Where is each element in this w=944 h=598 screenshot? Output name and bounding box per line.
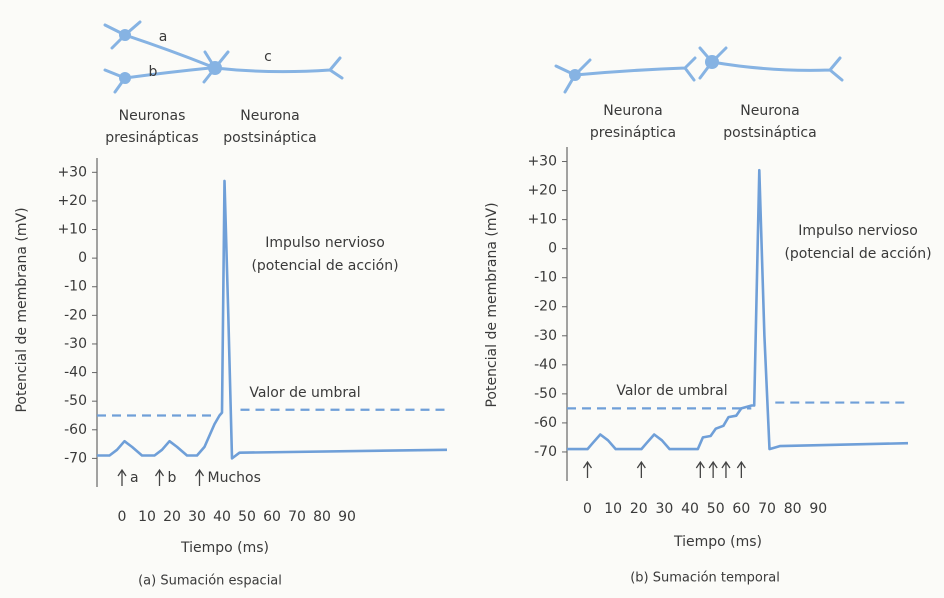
stimulus-label: a xyxy=(130,470,139,486)
neuron-art-a xyxy=(105,22,342,92)
y-tick-label: -70 xyxy=(534,444,557,460)
presynaptic-label: Neuronas xyxy=(119,108,186,124)
potential-line xyxy=(567,170,908,449)
y-tick-label: 0 xyxy=(78,250,87,266)
y-axis-label: Potencial de membrana (mV) xyxy=(484,202,500,407)
threshold-label: Valor de umbral xyxy=(249,385,360,401)
x-tick-label: 0 xyxy=(583,501,592,517)
y-tick-label: -50 xyxy=(534,386,557,402)
neuron-letter: b xyxy=(149,64,158,80)
neuron-letter: a xyxy=(159,29,168,45)
potential-line xyxy=(97,181,447,459)
y-tick-label: -20 xyxy=(534,299,557,315)
y-tick-label: -40 xyxy=(64,365,87,381)
annotation: (potencial de acción) xyxy=(784,246,931,262)
presynaptic-label: Neurona xyxy=(603,103,662,119)
x-axis-label: Tiempo (ms) xyxy=(673,534,762,550)
y-tick-label: -70 xyxy=(64,450,87,466)
annotation: Impulso nervioso xyxy=(798,223,918,239)
stimulus-arrow xyxy=(637,462,645,478)
stimulus-arrow xyxy=(737,462,745,478)
caption: (a) Sumación espacial xyxy=(138,574,282,589)
postsynaptic-label: Neurona xyxy=(740,103,799,119)
stimulus-arrow xyxy=(696,462,704,478)
stimulus-arrow xyxy=(196,470,204,486)
presynaptic-label: presinápticas xyxy=(105,130,198,146)
y-tick-label: -60 xyxy=(64,422,87,438)
x-tick-label: 80 xyxy=(784,501,802,517)
x-tick-label: 60 xyxy=(263,509,281,525)
x-tick-label: 10 xyxy=(604,501,622,517)
annotation: (potencial de acción) xyxy=(251,258,398,274)
figure: a b c Neuronas presinápticas Neurona postsináp… xyxy=(0,0,944,598)
x-tick-label: 60 xyxy=(732,501,750,517)
x-tick-label: 0 xyxy=(118,509,127,525)
annotation: Impulso nervioso xyxy=(265,235,385,251)
page: a b c Neuronas presinápticas Neurona postsináp… xyxy=(0,0,944,598)
stimulus-arrow xyxy=(722,462,730,478)
y-tick-label: +20 xyxy=(57,193,87,209)
x-tick-label: 50 xyxy=(707,501,725,517)
stimulus-label: Muchos xyxy=(208,470,261,486)
y-tick-label: -20 xyxy=(64,307,87,323)
stimulus-arrow xyxy=(584,462,592,478)
threshold-label: Valor de umbral xyxy=(616,383,727,399)
y-tick-label: -40 xyxy=(534,357,557,373)
neuron-letter: c xyxy=(264,49,272,65)
x-tick-label: 90 xyxy=(338,509,356,525)
y-tick-label: -30 xyxy=(64,336,87,352)
y-axis-label: Potencial de membrana (mV) xyxy=(14,207,30,412)
x-tick-label: 40 xyxy=(213,509,231,525)
stimulus-label: b xyxy=(168,470,177,486)
x-tick-label: 20 xyxy=(630,501,648,517)
x-tick-label: 40 xyxy=(681,501,699,517)
y-tick-label: +10 xyxy=(57,222,87,238)
y-tick-label: +30 xyxy=(57,164,87,180)
x-tick-label: 30 xyxy=(656,501,674,517)
stimulus-arrow xyxy=(118,470,126,486)
y-tick-label: +10 xyxy=(527,212,557,228)
stimulus-arrow xyxy=(156,470,164,486)
stimulus-arrow xyxy=(709,462,717,478)
y-tick-label: -10 xyxy=(64,279,87,295)
y-tick-label: +30 xyxy=(527,154,557,170)
postsynaptic-label: postsináptica xyxy=(223,130,316,146)
presynaptic-label: presináptica xyxy=(590,125,676,141)
caption: (b) Sumación temporal xyxy=(630,571,780,586)
y-tick-label: +20 xyxy=(527,183,557,199)
y-tick-label: -60 xyxy=(534,415,557,431)
x-tick-label: 30 xyxy=(188,509,206,525)
x-tick-label: 70 xyxy=(288,509,306,525)
x-tick-label: 70 xyxy=(758,501,776,517)
y-tick-label: 0 xyxy=(548,241,557,257)
postsynaptic-label: Neurona xyxy=(240,108,299,124)
x-tick-label: 80 xyxy=(313,509,331,525)
x-tick-label: 90 xyxy=(809,501,827,517)
y-tick-label: -50 xyxy=(64,393,87,409)
y-tick-label: -10 xyxy=(534,270,557,286)
x-tick-label: 10 xyxy=(138,509,156,525)
x-tick-label: 50 xyxy=(238,509,256,525)
y-tick-label: -30 xyxy=(534,328,557,344)
postsynaptic-label: postsináptica xyxy=(723,125,816,141)
neuron-art-b xyxy=(556,48,842,92)
x-tick-label: 20 xyxy=(163,509,181,525)
x-axis-label: Tiempo (ms) xyxy=(180,540,269,556)
